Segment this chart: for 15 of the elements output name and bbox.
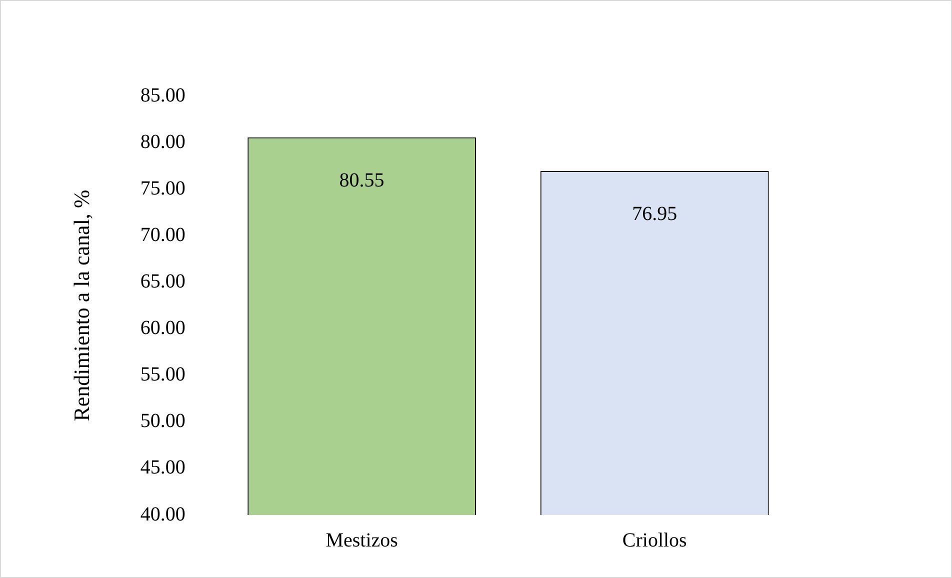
x-tick-label: Mestizos bbox=[326, 529, 398, 552]
y-tick-label: 85.00 bbox=[140, 84, 186, 106]
data-label: 76.95 bbox=[632, 203, 678, 226]
y-tick-label: 70.00 bbox=[140, 224, 186, 246]
y-tick-label: 65.00 bbox=[140, 270, 186, 292]
y-tick-label: 55.00 bbox=[140, 364, 186, 386]
y-tick-label: 80.00 bbox=[140, 130, 186, 153]
y-tick-label: 45.00 bbox=[140, 456, 186, 479]
data-label: 80.55 bbox=[339, 170, 384, 192]
y-tick-label: 60.00 bbox=[140, 317, 186, 340]
x-tick-label: Criollos bbox=[622, 529, 688, 552]
y-tick-label: 75.00 bbox=[140, 177, 186, 200]
y-axis-title: Rendimiento a la canal, % bbox=[68, 190, 94, 422]
y-tick-label: 50.00 bbox=[140, 410, 186, 432]
y-tick-label: 40.00 bbox=[140, 503, 186, 526]
